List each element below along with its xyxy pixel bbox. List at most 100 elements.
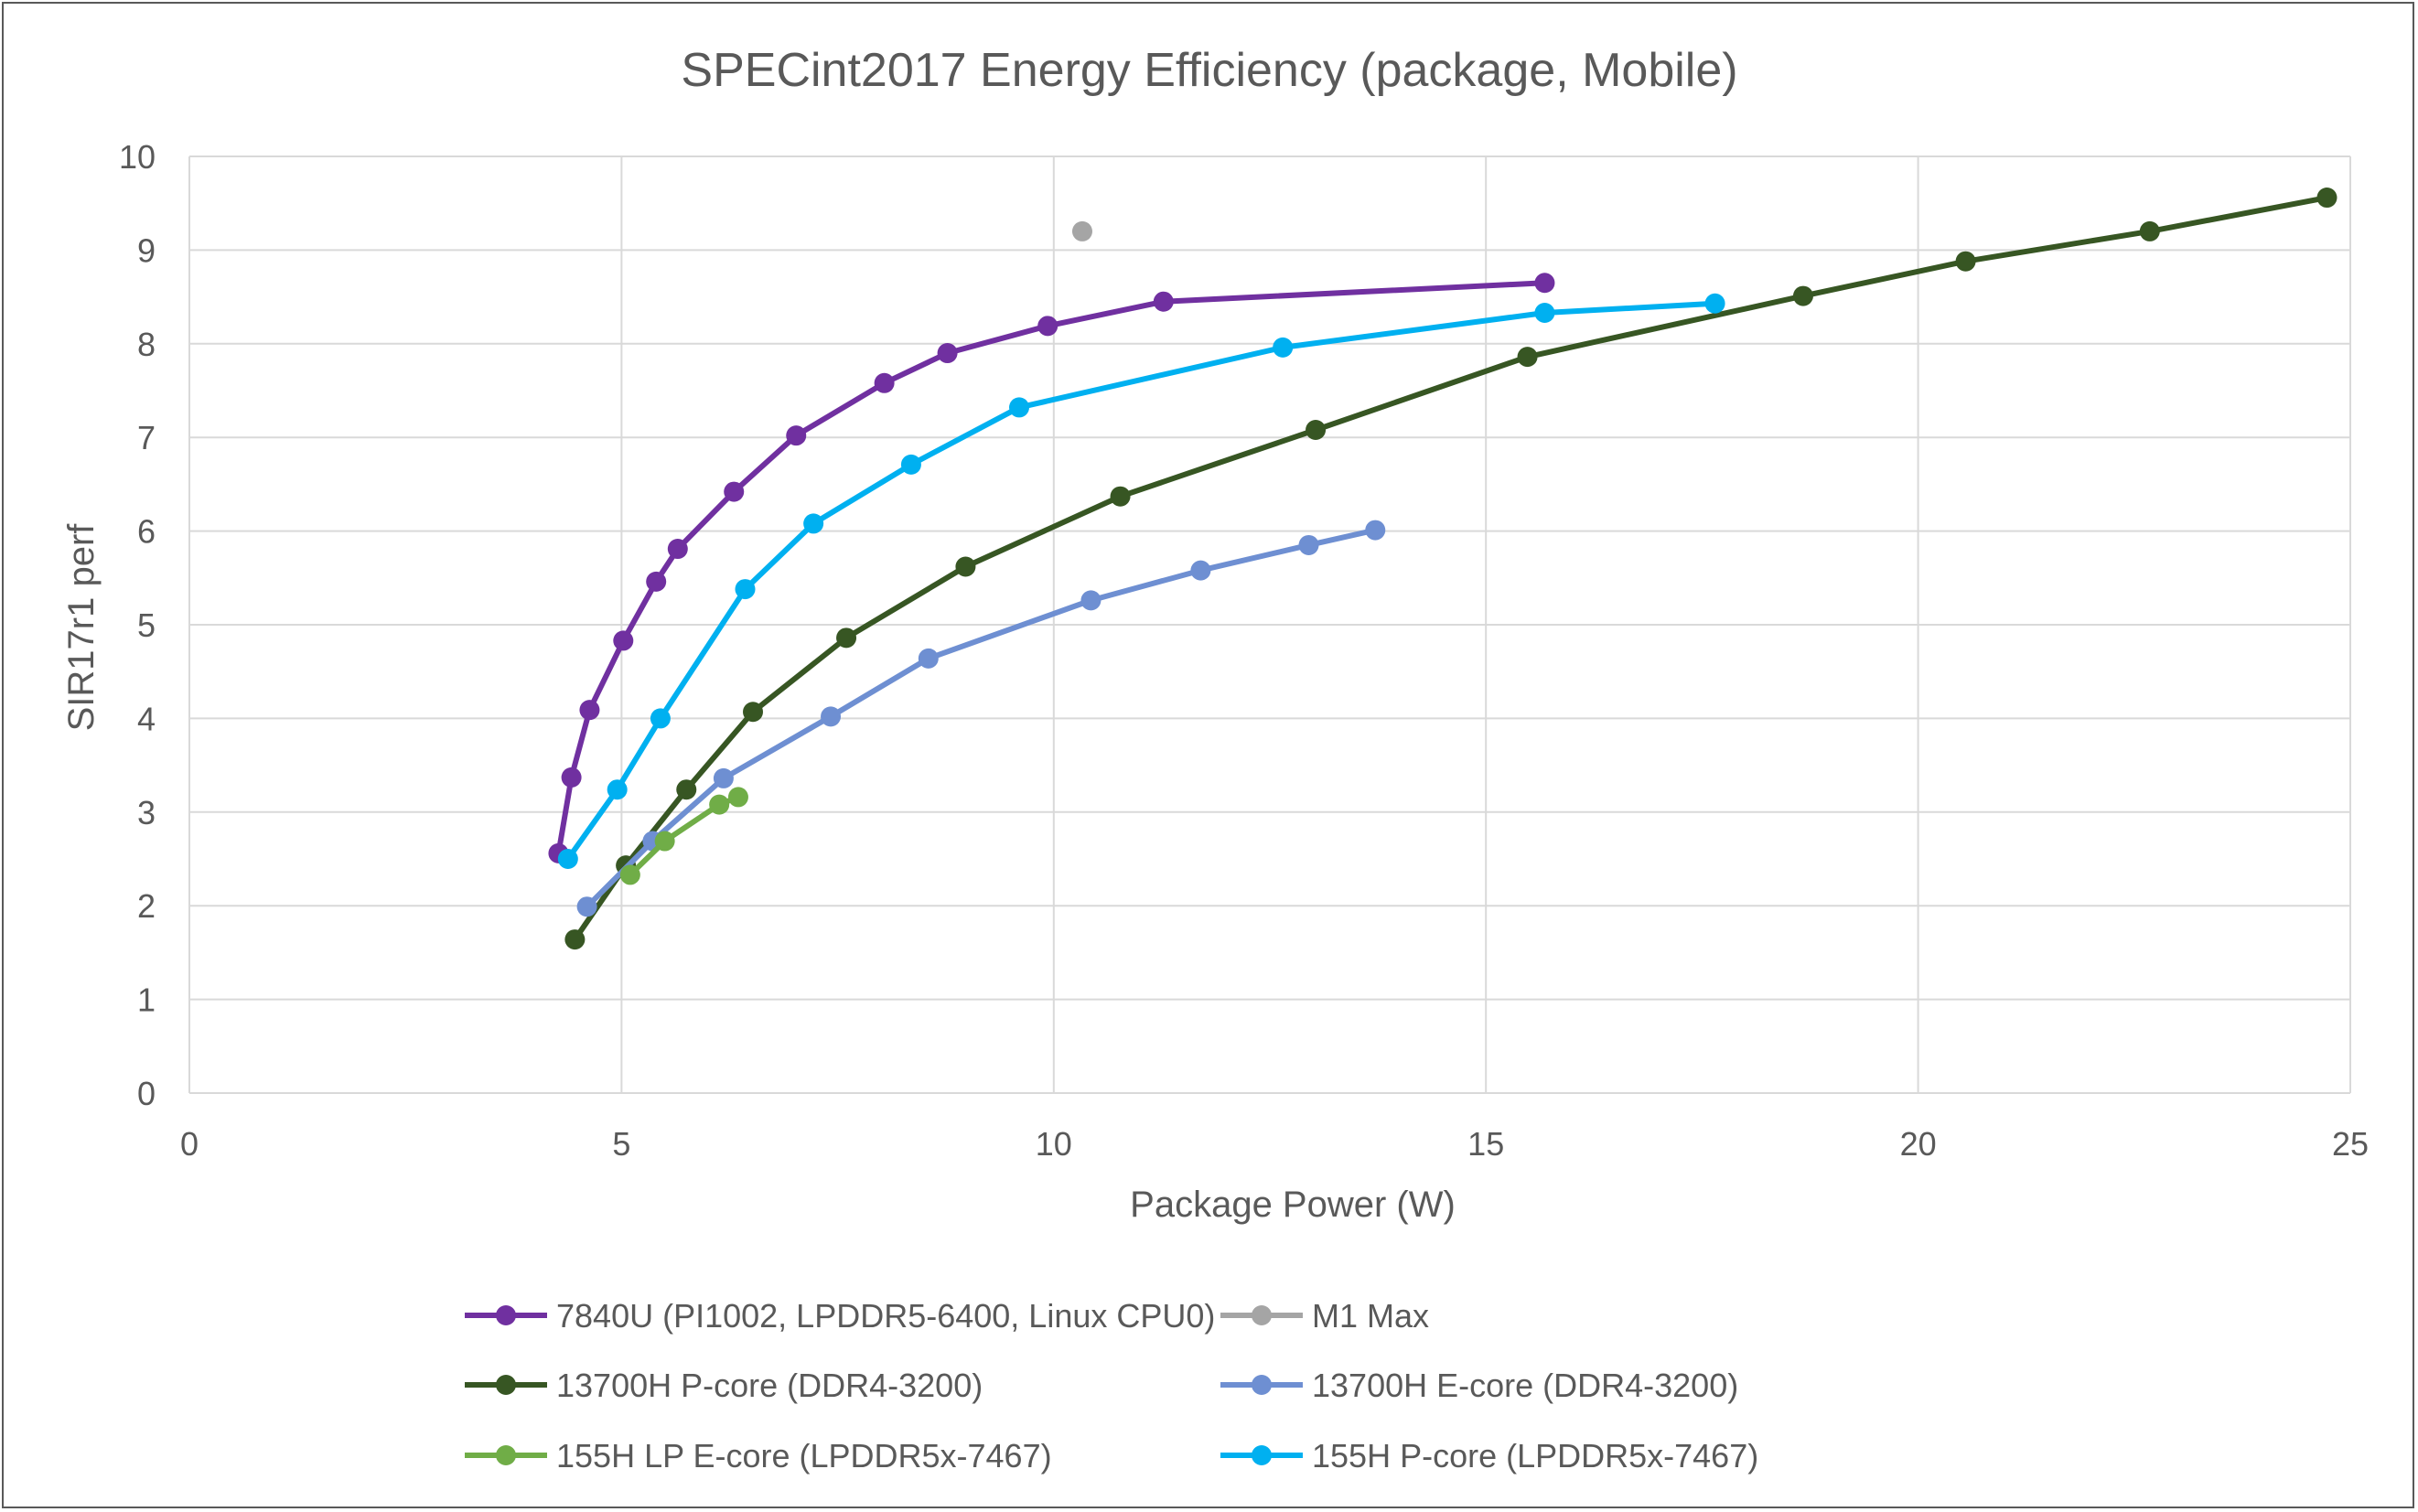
data-point: [735, 579, 756, 600]
y-tick-label: 9: [137, 231, 156, 269]
data-point: [803, 513, 824, 534]
data-point: [955, 556, 976, 577]
x-tick-label: 5: [612, 1125, 630, 1163]
legend-label: 13700H P-core (DDR4-3200): [556, 1367, 983, 1404]
y-tick-label: 0: [137, 1075, 156, 1112]
data-point: [724, 481, 745, 502]
y-tick-label: 1: [137, 981, 156, 1019]
data-point: [821, 706, 842, 727]
data-point: [557, 849, 578, 869]
series-3: [576, 520, 1386, 917]
legend-marker: [1252, 1445, 1272, 1465]
legend-label: 7840U (PI1002, LPDDR5-6400, Linux CPU0): [556, 1297, 1215, 1335]
chart-title: SPECint2017 Energy Efficiency (package, …: [681, 44, 1737, 97]
legend-item: 155H P-core (LPDDR5x-7467): [1220, 1437, 1758, 1474]
x-tick-labels: 0 5 10 15 20 25: [180, 1125, 2369, 1163]
data-point: [1298, 534, 1319, 555]
data-point: [646, 571, 667, 592]
data-point: [1009, 397, 1030, 418]
legend-marker: [496, 1445, 516, 1465]
y-tick-label: 3: [137, 794, 156, 831]
y-tick-label: 7: [137, 419, 156, 456]
data-point: [727, 787, 748, 808]
data-point: [1365, 520, 1386, 541]
data-point: [836, 627, 857, 649]
legend-marker: [1252, 1375, 1272, 1395]
gridlines: [188, 155, 2351, 1094]
legend-label: M1 Max: [1312, 1297, 1429, 1335]
legend-marker: [496, 1375, 516, 1395]
series-line: [628, 794, 740, 877]
y-axis-label: SIR17r1 perf: [61, 523, 102, 732]
series-2: [564, 188, 2337, 950]
series-4: [619, 787, 748, 885]
plot-series: [548, 188, 2337, 950]
data-point: [576, 896, 597, 917]
data-point: [1273, 337, 1294, 358]
y-tick-label: 2: [137, 887, 156, 925]
data-point: [619, 864, 640, 885]
series-line: [572, 195, 2328, 941]
data-point: [1071, 220, 1092, 241]
legend-item: M1 Max: [1220, 1297, 1429, 1335]
legend-label: 13700H E-core (DDR4-3200): [1312, 1367, 1738, 1404]
legend-item: 13700H P-core (DDR4-3200): [465, 1367, 983, 1404]
data-point: [1306, 420, 1327, 441]
y-tick-label: 4: [137, 700, 156, 737]
data-point: [1037, 316, 1059, 337]
data-point: [1534, 303, 1555, 324]
x-tick-label: 0: [180, 1125, 199, 1163]
legend-marker: [1252, 1305, 1272, 1325]
series-5: [557, 293, 1725, 869]
y-tick-labels: 0 1 2 3 4 5 6 7 8 9 10: [119, 138, 156, 1112]
y-tick-label: 5: [137, 606, 156, 644]
y-tick-label: 8: [137, 326, 156, 363]
series-0: [548, 273, 1555, 863]
data-point: [1080, 590, 1102, 611]
data-point: [654, 831, 675, 852]
data-point: [650, 708, 671, 729]
legend-label: 155H P-core (LPDDR5x-7467): [1312, 1437, 1758, 1474]
data-point: [561, 767, 582, 788]
data-point: [564, 929, 586, 950]
series-1: [1071, 220, 1092, 241]
legend-label: 155H LP E-core (LPDDR5x-7467): [556, 1437, 1052, 1474]
data-point: [1517, 347, 1538, 368]
data-point: [709, 794, 730, 815]
x-tick-label: 25: [2332, 1125, 2369, 1163]
data-point: [667, 539, 688, 560]
data-point: [579, 700, 600, 721]
legend-marker: [496, 1305, 516, 1325]
data-point: [607, 779, 628, 800]
legend: 7840U (PI1002, LPDDR5-6400, Linux CPU0) M…: [465, 1297, 1758, 1474]
x-axis-label: Package Power (W): [1130, 1185, 1456, 1225]
legend-item: 13700H E-core (DDR4-3200): [1220, 1367, 1738, 1404]
data-point: [900, 454, 921, 475]
legend-item: 7840U (PI1002, LPDDR5-6400, Linux CPU0): [465, 1297, 1215, 1335]
x-tick-label: 20: [1900, 1125, 1937, 1163]
data-point: [1110, 486, 1131, 507]
series-line: [565, 300, 1715, 861]
data-point: [1792, 285, 1813, 306]
data-point: [937, 343, 958, 364]
data-point: [676, 779, 697, 800]
data-point: [2139, 220, 2160, 241]
data-point: [1190, 560, 1211, 581]
data-point: [874, 372, 895, 393]
data-point: [743, 702, 764, 723]
data-point: [786, 425, 807, 446]
data-point: [1153, 291, 1174, 312]
data-point: [1955, 251, 1976, 272]
data-point: [713, 767, 734, 788]
data-point: [1534, 273, 1555, 294]
x-tick-label: 10: [1036, 1125, 1072, 1163]
data-point: [1704, 293, 1725, 314]
data-point: [2316, 188, 2337, 209]
legend-item: 155H LP E-core (LPDDR5x-7467): [465, 1437, 1052, 1474]
y-tick-label: 10: [119, 138, 156, 176]
x-tick-label: 15: [1467, 1125, 1504, 1163]
data-point: [918, 648, 939, 669]
data-point: [613, 630, 634, 651]
y-tick-label: 6: [137, 513, 156, 551]
